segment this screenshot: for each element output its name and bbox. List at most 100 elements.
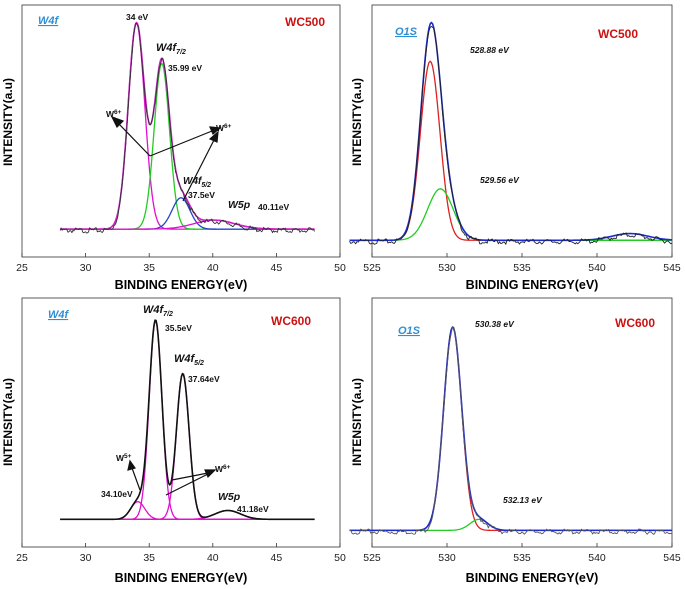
peak-label: W4f7/2 — [156, 42, 186, 56]
x-axis-label: BINDING ENERGY(eV) — [115, 571, 248, 585]
x-tick-label: 525 — [363, 262, 381, 274]
label-main: W — [215, 464, 224, 474]
x-axis-label: BINDING ENERGY(eV) — [466, 571, 599, 585]
arrow-head — [208, 130, 219, 143]
panel-o1s-wc500: 525 530 535 540 545 INTENSITY(a.u) BINDING E… — [349, 4, 681, 292]
curves — [60, 319, 315, 521]
panel-w4f-wc600: 25 30 35 40 45 50 INTENSITY(a.u) BINDING ENER… — [1, 297, 346, 585]
x-tick-label: 535 — [513, 552, 531, 564]
peak-label: 529.56 eV — [480, 175, 520, 185]
label-main: W — [116, 453, 125, 463]
peak-label: W5p — [218, 491, 241, 503]
series-peak-528.88 — [349, 60, 672, 241]
label-superscript: 6+ — [223, 464, 231, 471]
curves — [59, 21, 315, 234]
x-tick-label: 545 — [663, 552, 681, 564]
series-raw — [59, 22, 315, 234]
x-ticks: 25 30 35 40 45 50 — [16, 543, 346, 564]
series-envelope — [60, 21, 315, 230]
x-tick-label: 40 — [207, 262, 219, 274]
peak-value: 37.64eV — [188, 374, 220, 384]
curves — [349, 21, 673, 245]
x-ticks: 25 30 35 40 45 50 — [16, 253, 346, 274]
x-tick-label: 540 — [588, 552, 606, 564]
series-peak-35.5 — [60, 320, 315, 520]
arrow-line — [131, 467, 141, 491]
peak-label: 530.38 eV — [475, 319, 515, 329]
peak-value: 35.5eV — [165, 323, 192, 333]
y-axis-label: INTENSITY(a.u) — [1, 78, 15, 166]
peak-label: W4f5/2 — [183, 176, 211, 189]
series-envelope — [349, 21, 673, 242]
x-tick-label: 25 — [16, 552, 28, 564]
oxidation-label: W6+ — [106, 109, 122, 119]
panel-tag: O1S — [398, 325, 421, 337]
label-superscript: 6+ — [224, 123, 232, 130]
x-tick-label: 50 — [334, 552, 346, 564]
oxidation-label: W5+ — [116, 453, 132, 463]
arrow-head — [110, 115, 125, 129]
y-axis-label: INTENSITY(a.u) — [350, 378, 364, 466]
x-tick-label: 30 — [80, 552, 92, 564]
series-peak-532.13 — [349, 518, 672, 532]
x-tick-label: 50 — [334, 262, 346, 274]
series-peak-40.11 — [60, 219, 315, 230]
label-subscript: 7/2 — [176, 49, 186, 56]
arrow-line — [171, 472, 209, 481]
series-peak-529.56 — [349, 188, 672, 241]
x-tick-label: 540 — [588, 262, 606, 274]
x-axis-label: BINDING ENERGY(eV) — [466, 278, 599, 292]
x-ticks: 525 530 535 540 545 — [363, 253, 681, 274]
arrow-head — [209, 126, 222, 135]
sample-label: WC500 — [598, 27, 638, 41]
peak-value: 35.99 eV — [168, 63, 202, 73]
series-envelope — [60, 319, 315, 521]
peak-value: 40.11eV — [258, 202, 290, 212]
arrow-line — [182, 139, 215, 202]
panel-tag: W4f — [38, 15, 60, 27]
x-tick-label: 25 — [16, 262, 28, 274]
arrow-head — [127, 459, 136, 471]
sample-label: WC600 — [615, 316, 655, 330]
annotation-arrows — [110, 115, 222, 202]
arrow-line — [149, 130, 213, 157]
annotation-arrows — [127, 459, 217, 496]
panel-tag: O1S — [395, 26, 418, 38]
series-raw — [349, 326, 673, 535]
x-axis-label: BINDING ENERGY(eV) — [115, 278, 248, 292]
x-tick-label: 35 — [143, 262, 155, 274]
series-peak-41.18 — [60, 509, 315, 520]
x-ticks: 525 530 535 540 545 — [363, 543, 681, 564]
x-tick-label: 30 — [80, 262, 92, 274]
label-subscript: 5/2 — [201, 182, 211, 189]
x-tick-label: 525 — [363, 552, 381, 564]
plot-frame — [371, 4, 673, 258]
series-raw — [349, 25, 673, 245]
x-tick-label: 45 — [271, 262, 283, 274]
arrow-line — [165, 473, 209, 496]
sample-label: WC500 — [285, 15, 325, 29]
peak-label: 528.88 eV — [470, 45, 510, 55]
y-axis-label: INTENSITY(a.u) — [350, 78, 364, 166]
y-axis-label: INTENSITY(a.u) — [1, 378, 15, 466]
label-subscript: 5/2 — [194, 360, 204, 367]
sample-label: WC600 — [271, 314, 311, 328]
peak-value: 34.10eV — [101, 489, 133, 499]
panel-o1s-wc600: 525 530 535 540 545 INTENSITY(a.u) BINDING E… — [349, 297, 681, 585]
arrow-line — [117, 122, 151, 157]
label-superscript: 6+ — [114, 109, 122, 116]
x-tick-label: 545 — [663, 262, 681, 274]
x-tick-label: 530 — [438, 552, 456, 564]
peak-label: 532.13 eV — [503, 495, 543, 505]
curves — [349, 326, 673, 535]
label-superscript: 5+ — [124, 453, 132, 460]
peak-label: W5p — [228, 199, 251, 211]
peak-value: 41.18eV — [237, 504, 269, 514]
oxidation-label: W6+ — [215, 464, 231, 474]
x-tick-label: 45 — [271, 552, 283, 564]
label-subscript: 7/2 — [163, 311, 173, 318]
plot-frame — [21, 297, 341, 548]
label-main: W — [106, 109, 115, 119]
panel-tag: W4f — [48, 309, 70, 321]
